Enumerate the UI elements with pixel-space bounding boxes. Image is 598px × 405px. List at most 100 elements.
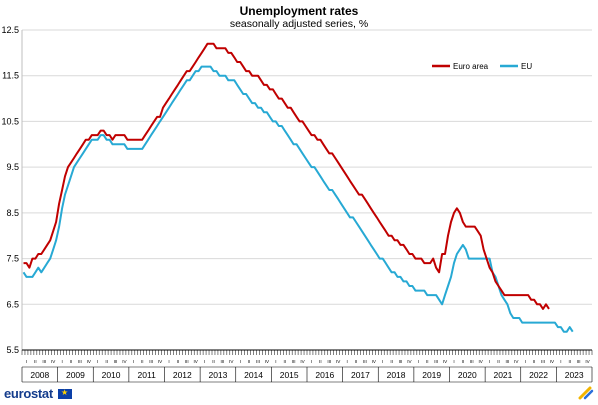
x-quarter-label: I: [168, 359, 169, 364]
x-quarter-label: III: [470, 359, 474, 364]
eurostat-logo: eurostat: [4, 386, 53, 401]
x-quarter-label: I: [453, 359, 454, 364]
x-year-label: 2017: [351, 370, 370, 380]
x-quarter-label: I: [560, 359, 561, 364]
x-quarter-label: I: [489, 359, 490, 364]
x-quarter-label: III: [541, 359, 545, 364]
x-quarter-label: III: [114, 359, 118, 364]
x-quarter-label: IV: [51, 359, 56, 364]
series-lines: [22, 42, 574, 333]
y-tick-label: 9.5: [6, 162, 19, 172]
x-quarter-label: II: [426, 359, 429, 364]
x-quarter-label: I: [97, 359, 98, 364]
x-quarter-label: II: [533, 359, 536, 364]
x-quarter-label: II: [105, 359, 108, 364]
x-quarter-label: II: [177, 359, 180, 364]
x-year-label: 2012: [173, 370, 192, 380]
x-year-label: 2010: [102, 370, 121, 380]
eu-flag-icon: ★: [58, 388, 72, 399]
x-quarter-label: II: [141, 359, 144, 364]
x-quarter-label: II: [568, 359, 571, 364]
x-year-label: 2009: [66, 370, 85, 380]
x-quarter-label: IV: [550, 359, 555, 364]
x-quarter-label: III: [505, 359, 509, 364]
x-quarter-label: III: [78, 359, 82, 364]
x-quarter-label: I: [525, 359, 526, 364]
legend-label-euro-area: Euro area: [453, 62, 489, 71]
chart-subtitle: seasonally adjusted series, %: [229, 18, 369, 30]
x-quarter-label: III: [327, 359, 331, 364]
x-quarter-label: IV: [194, 359, 199, 364]
x-quarter-label: IV: [585, 359, 590, 364]
x-year-label: 2023: [565, 370, 584, 380]
x-quarter-label: IV: [514, 359, 519, 364]
x-quarter-label: IV: [87, 359, 92, 364]
x-quarter-label: II: [462, 359, 465, 364]
x-quarter-label: II: [319, 359, 322, 364]
x-quarter-label: I: [275, 359, 276, 364]
x-quarter-label: III: [149, 359, 153, 364]
x-quarter-label: II: [390, 359, 393, 364]
x-quarter-label: IV: [229, 359, 234, 364]
y-tick-label: 11.5: [2, 71, 19, 81]
x-quarter-label: III: [42, 359, 46, 364]
y-tick-label: 10.5: [1, 116, 19, 126]
x-axis: I II III IV I II III IV I II III IV I II III IV I II III IV…: [21, 349, 593, 383]
x-quarter-label: III: [220, 359, 224, 364]
y-tick-label: 6.5: [6, 299, 19, 309]
series-line-euro-area: [23, 42, 550, 310]
x-year-label: 2016: [315, 370, 334, 380]
x-quarter-label: I: [26, 359, 27, 364]
series-line-eu: [22, 65, 574, 333]
y-tick-label: 8.5: [6, 208, 19, 218]
y-tick-labels: 12.5 11.5 10.5 9.5 8.5 7.5 6.5 5.5: [1, 25, 19, 355]
x-quarter-label: IV: [407, 359, 412, 364]
x-quarter-label: II: [212, 359, 215, 364]
x-quarter-label: IV: [265, 359, 270, 364]
x-quarter-label: II: [34, 359, 37, 364]
chart-title: Unemployment rates: [239, 4, 359, 18]
legend-label-eu: EU: [521, 62, 532, 71]
x-quarter-label: II: [70, 359, 73, 364]
x-quarter-label: IV: [300, 359, 305, 364]
x-year-label: 2008: [30, 370, 49, 380]
x-year-label: 2018: [387, 370, 406, 380]
x-year-label: 2015: [280, 370, 299, 380]
x-quarter-label: II: [283, 359, 286, 364]
y-tick-label: 12.5: [1, 25, 19, 35]
x-quarter-label: I: [133, 359, 134, 364]
x-quarter-label: II: [355, 359, 358, 364]
x-quarter-label: II: [248, 359, 251, 364]
x-quarter-label: IV: [479, 359, 484, 364]
x-quarter-label: III: [185, 359, 189, 364]
x-quarter-label: III: [577, 359, 581, 364]
eurostat-corner-logo-icon: [578, 386, 594, 400]
x-quarter-label: I: [418, 359, 419, 364]
x-quarter-label: IV: [336, 359, 341, 364]
x-quarter-label: IV: [372, 359, 377, 364]
x-year-label: 2011: [138, 370, 157, 380]
x-year-label: 2020: [458, 370, 477, 380]
x-quarter-label: I: [382, 359, 383, 364]
x-year-label: 2014: [244, 370, 263, 380]
x-quarter-label: III: [292, 359, 296, 364]
y-tick-label: 7.5: [6, 254, 19, 264]
x-year-label: 2021: [493, 370, 512, 380]
x-quarter-label: IV: [443, 359, 448, 364]
x-quarter-label: I: [311, 359, 312, 364]
x-quarter-label: IV: [158, 359, 163, 364]
x-quarter-label: III: [399, 359, 403, 364]
x-year-label: 2013: [208, 370, 227, 380]
x-quarter-label: I: [346, 359, 347, 364]
y-tick-label: 5.5: [6, 345, 19, 355]
x-year-label: 2022: [529, 370, 548, 380]
x-quarter-label: III: [363, 359, 367, 364]
x-quarter-label: IV: [122, 359, 127, 364]
x-quarter-label: I: [204, 359, 205, 364]
x-quarter-label: I: [240, 359, 241, 364]
flag-stars: ★: [61, 388, 69, 397]
x-year-label: 2019: [422, 370, 441, 380]
x-quarter-label: II: [497, 359, 500, 364]
